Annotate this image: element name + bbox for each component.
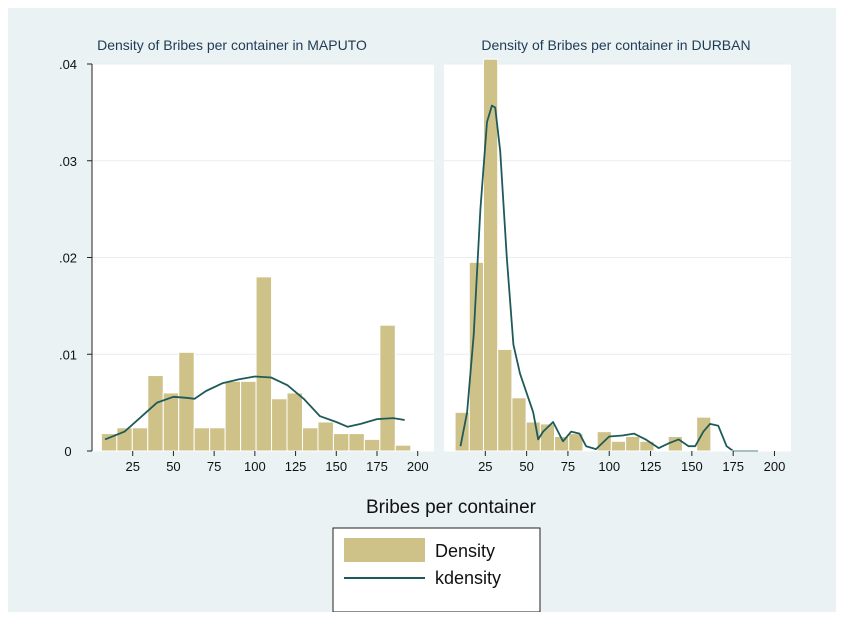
density-bar [193,427,211,452]
density-bar [454,411,470,452]
chart-figure: Density of Bribes per container in MAPUT… [8,8,836,612]
density-bar [162,392,180,452]
y-tick-label: .02 [59,251,77,266]
x-tick-label: 75 [561,459,575,474]
x-tick-label: 75 [207,459,221,474]
density-bar [610,440,627,452]
density-bar [271,398,288,452]
x-tick-label: 150 [325,459,347,474]
x-tick-label: 125 [285,459,307,474]
density-bar [286,392,303,452]
y-tick-label: .04 [59,57,77,72]
panels: Density of Bribes per container in MAPUT… [59,37,791,474]
density-bar [209,427,226,452]
chart-svg: Density of Bribes per container in MAPUT… [59,37,791,612]
density-bar [511,397,527,452]
density-bar [625,435,641,452]
density-bar [332,433,350,452]
density-bar [131,427,149,452]
y-tick-label: 0 [64,444,71,459]
legend-label-density: Density [435,541,495,561]
x-tick-label: 25 [478,459,492,474]
panel-title: Density of Bribes per container in DURBA… [481,37,750,53]
density-bar [497,348,513,452]
panel-maputo: Density of Bribes per container in MAPUT… [59,37,434,474]
x-tick-label: 50 [519,459,533,474]
x-tick-label: 200 [764,459,786,474]
density-bar [394,444,412,452]
panel-durban: Density of Bribes per container in DURBA… [444,37,791,474]
panel-title: Density of Bribes per container in MAPUT… [97,37,367,53]
x-tick-label: 100 [244,459,266,474]
x-tick-label: 50 [166,459,180,474]
x-axis-label: Bribes per container [366,497,537,518]
density-bar [301,427,319,452]
legend: Density kdensity [332,527,541,612]
density-bar [147,375,164,452]
density-bar [255,276,273,452]
kdensity-line [459,104,758,452]
density-bar [317,421,334,452]
x-tick-label: 150 [681,459,703,474]
density-bar [240,380,257,452]
x-tick-label: 175 [722,459,744,474]
x-tick-label: 175 [366,459,388,474]
density-bar [224,380,242,452]
density-bar [178,351,195,452]
x-tick-label: 125 [640,459,662,474]
y-tick-label: .01 [59,347,77,362]
x-tick-label: 100 [598,459,620,474]
x-tick-label: 25 [125,459,139,474]
y-tick-label: .03 [59,154,77,169]
density-bar [667,435,683,452]
legend-swatch-density [344,538,425,562]
density-bar [696,416,712,452]
legend-label-kdensity: kdensity [435,568,501,588]
density-bar [348,433,365,452]
kdensity-line [104,375,405,441]
density-bar [363,438,381,452]
density-bar [379,324,396,452]
x-tick-label: 200 [407,459,429,474]
